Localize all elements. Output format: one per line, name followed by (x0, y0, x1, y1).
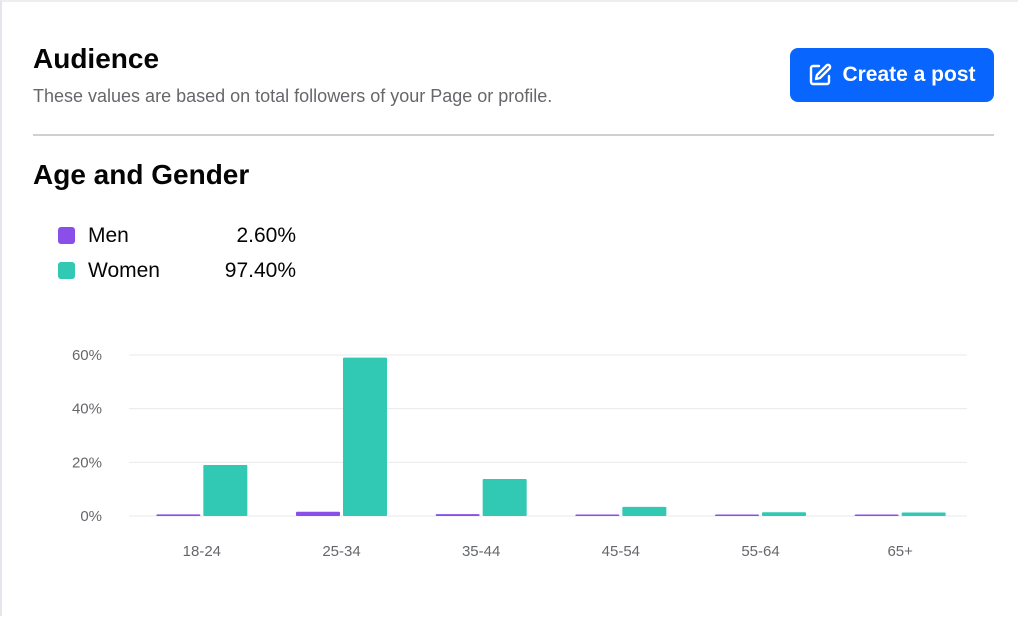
x-tick-label: 25-34 (322, 543, 360, 560)
bar-men-45-54 (575, 514, 620, 516)
bar-women-25-34 (343, 357, 387, 516)
y-tick-label: 60% (72, 347, 102, 364)
bar-women-65+ (901, 512, 946, 516)
section-title: Age and Gender (33, 159, 250, 190)
bar-men-18-24 (156, 514, 201, 516)
legend-item-men: Men 2.60% (58, 218, 296, 253)
bar-men-25-34 (296, 511, 340, 516)
bar-women-45-54 (622, 506, 667, 516)
bar-women-35-44 (482, 478, 527, 516)
y-tick-label: 20% (72, 454, 102, 471)
y-tick-label: 40% (72, 401, 102, 418)
legend-value-men: 2.60% (236, 223, 296, 247)
chart-legend: Men 2.60% Women 97.40% (58, 218, 296, 288)
legend-swatch-men (58, 227, 75, 244)
y-tick-label: 0% (80, 508, 102, 525)
x-tick-label: 65+ (887, 543, 913, 560)
legend-label-men: Men (88, 223, 129, 247)
bar-men-55-64 (715, 514, 759, 516)
legend-label-women: Women (88, 258, 160, 282)
x-tick-label: 18-24 (183, 543, 221, 560)
x-tick-label: 35-44 (462, 543, 500, 560)
bar-men-65+ (854, 514, 899, 516)
bar-women-55-64 (762, 512, 806, 516)
x-tick-label: 45-54 (602, 543, 640, 560)
legend-swatch-women (58, 262, 75, 279)
x-tick-label: 55-64 (741, 543, 779, 560)
legend-value-women: 97.40% (224, 258, 296, 282)
create-post-label: Create a post (842, 63, 976, 86)
create-post-button[interactable]: Create a post (790, 48, 994, 102)
legend-item-women: Women 97.40% (58, 253, 296, 288)
section-divider (33, 134, 994, 136)
page-title: Audience (33, 43, 160, 74)
bar-men-35-44 (435, 514, 480, 516)
page-subtitle: These values are based on total follower… (33, 86, 553, 106)
bar-women-18-24 (203, 465, 248, 516)
edit-icon (808, 63, 832, 87)
